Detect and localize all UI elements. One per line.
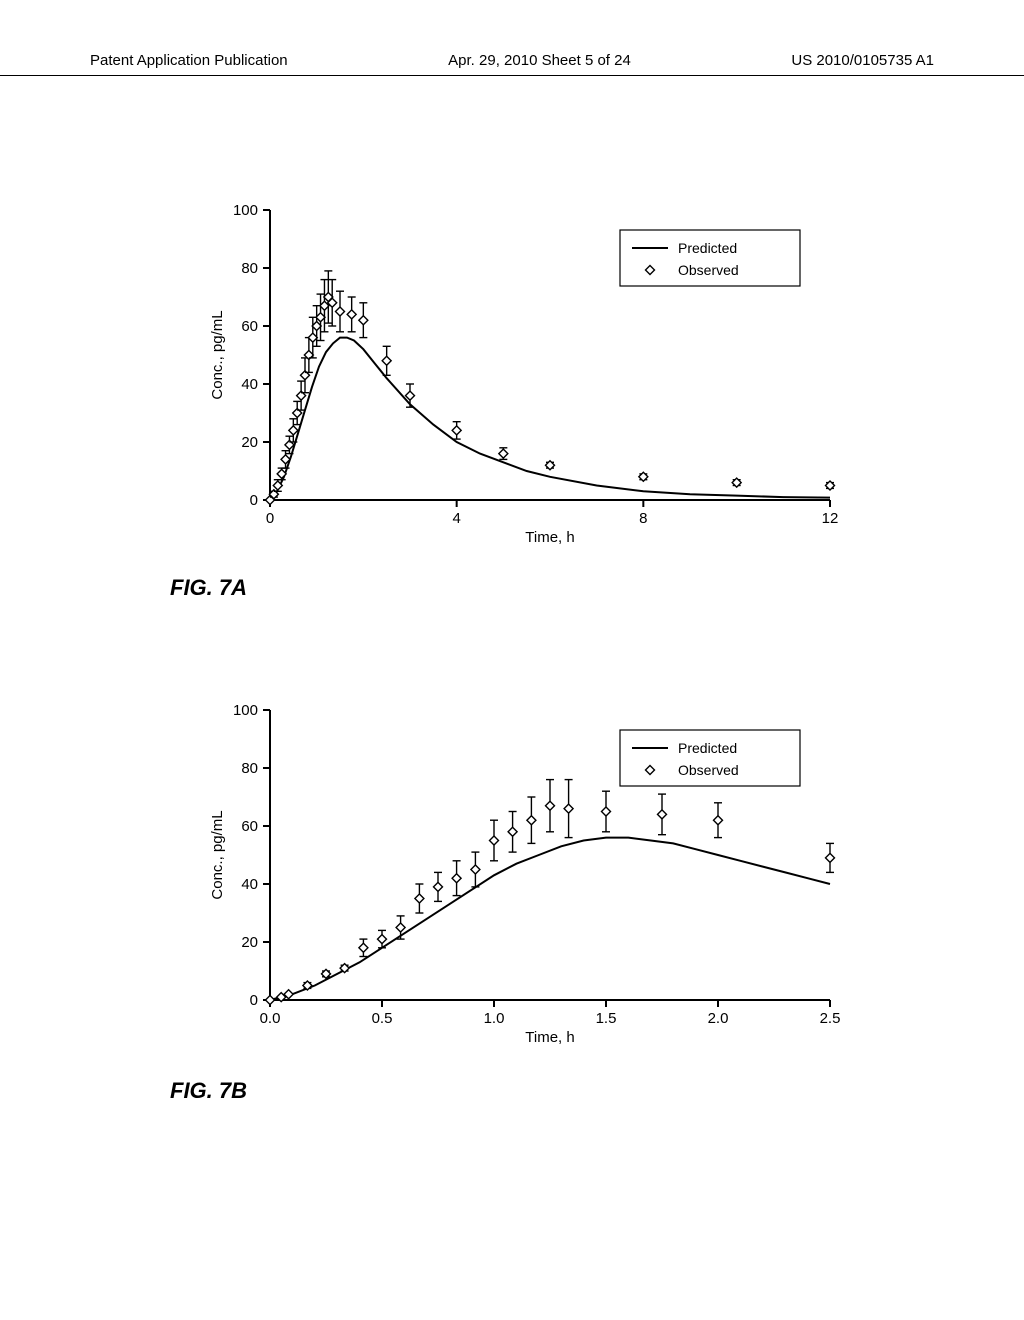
- header-right: US 2010/0105735 A1: [791, 52, 934, 69]
- svg-text:0.5: 0.5: [372, 1010, 393, 1027]
- svg-text:1.5: 1.5: [596, 1010, 617, 1027]
- svg-text:Time, h: Time, h: [525, 529, 574, 546]
- chart-7a-container: 0 20 40 60 80 100 0 4 8 12 Time, h Conc., pg/mL Pred…: [190, 200, 850, 590]
- svg-text:Time, h: Time, h: [525, 1029, 574, 1046]
- svg-text:80: 80: [241, 760, 258, 777]
- chart-7b: 0 20 40 60 80 100 0.0 0.5 1.0 1.5 2.0 2.5 Time, h Con…: [190, 700, 850, 1090]
- svg-text:0: 0: [250, 992, 258, 1009]
- page-header: Patent Application Publication Apr. 29, …: [0, 52, 1024, 76]
- svg-text:80: 80: [241, 260, 258, 277]
- svg-text:Predicted: Predicted: [678, 240, 737, 256]
- svg-text:8: 8: [639, 510, 647, 527]
- svg-text:Observed: Observed: [678, 762, 739, 778]
- svg-text:0: 0: [250, 492, 258, 509]
- svg-text:1.0: 1.0: [484, 1010, 505, 1027]
- svg-text:60: 60: [241, 818, 258, 835]
- chart-7a: 0 20 40 60 80 100 0 4 8 12 Time, h Conc., pg/mL Pred…: [190, 200, 850, 590]
- svg-text:0: 0: [266, 510, 274, 527]
- svg-text:100: 100: [233, 202, 258, 219]
- header-left: Patent Application Publication: [90, 52, 288, 69]
- svg-text:Predicted: Predicted: [678, 740, 737, 756]
- svg-text:20: 20: [241, 434, 258, 451]
- svg-text:40: 40: [241, 376, 258, 393]
- svg-text:2.5: 2.5: [820, 1010, 841, 1027]
- svg-text:20: 20: [241, 934, 258, 951]
- fig-7b-label: FIG. 7B: [170, 1078, 247, 1104]
- chart-7b-container: 0 20 40 60 80 100 0.0 0.5 1.0 1.5 2.0 2.5 Time, h Con…: [190, 700, 850, 1090]
- header-center: Apr. 29, 2010 Sheet 5 of 24: [448, 52, 631, 69]
- svg-text:60: 60: [241, 318, 258, 335]
- svg-text:40: 40: [241, 876, 258, 893]
- svg-text:Conc., pg/mL: Conc., pg/mL: [209, 810, 226, 899]
- svg-text:4: 4: [452, 510, 460, 527]
- fig-7a-label: FIG. 7A: [170, 575, 247, 601]
- svg-text:2.0: 2.0: [708, 1010, 729, 1027]
- svg-text:100: 100: [233, 702, 258, 719]
- svg-text:0.0: 0.0: [260, 1010, 281, 1027]
- svg-text:12: 12: [822, 510, 839, 527]
- svg-text:Conc., pg/mL: Conc., pg/mL: [209, 310, 226, 399]
- svg-text:Observed: Observed: [678, 262, 739, 278]
